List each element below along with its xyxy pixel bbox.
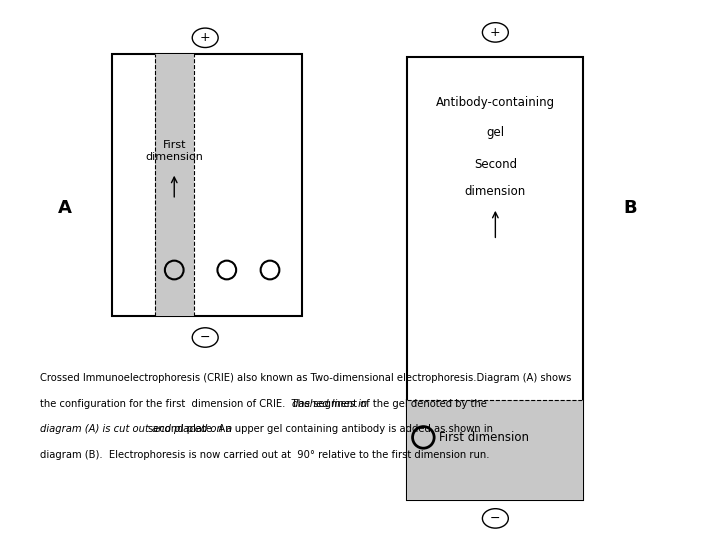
Bar: [155, 54, 194, 316]
Text: Second: Second: [474, 158, 517, 171]
Bar: [407, 57, 583, 500]
Text: −: −: [200, 331, 210, 344]
Text: diagram (B).  Electrophoresis is now carried out at  90° relative to the first d: diagram (B). Electrophoresis is now carr…: [40, 450, 489, 461]
Text: A: A: [58, 199, 72, 217]
Text: B: B: [624, 199, 636, 217]
Text: +: +: [200, 31, 210, 44]
Text: −: −: [490, 512, 500, 525]
Text: diagram (A) is cut out and placed on a: diagram (A) is cut out and placed on a: [40, 424, 235, 435]
Text: First
dimension: First dimension: [145, 140, 203, 162]
Bar: [112, 54, 302, 316]
Text: Crossed Immunoelectrophoresis (CRIE) also known as Two-dimensional electrophores: Crossed Immunoelectrophoresis (CRIE) als…: [40, 373, 571, 383]
Text: dimension: dimension: [464, 185, 526, 198]
Text: the configuration for the first  dimension of CRIE.  The segment of the gel deno: the configuration for the first dimensio…: [40, 399, 490, 409]
Bar: [407, 400, 583, 500]
Text: First dimension: First dimension: [439, 431, 529, 444]
Text: dashed lines in: dashed lines in: [292, 399, 367, 409]
Text: +: +: [490, 26, 500, 39]
Bar: [155, 54, 194, 316]
Text: Antibody-containing: Antibody-containing: [436, 96, 555, 109]
Text: second plate. An upper gel containing antibody is added as shown in: second plate. An upper gel containing an…: [148, 424, 492, 435]
Text: gel: gel: [486, 126, 505, 139]
